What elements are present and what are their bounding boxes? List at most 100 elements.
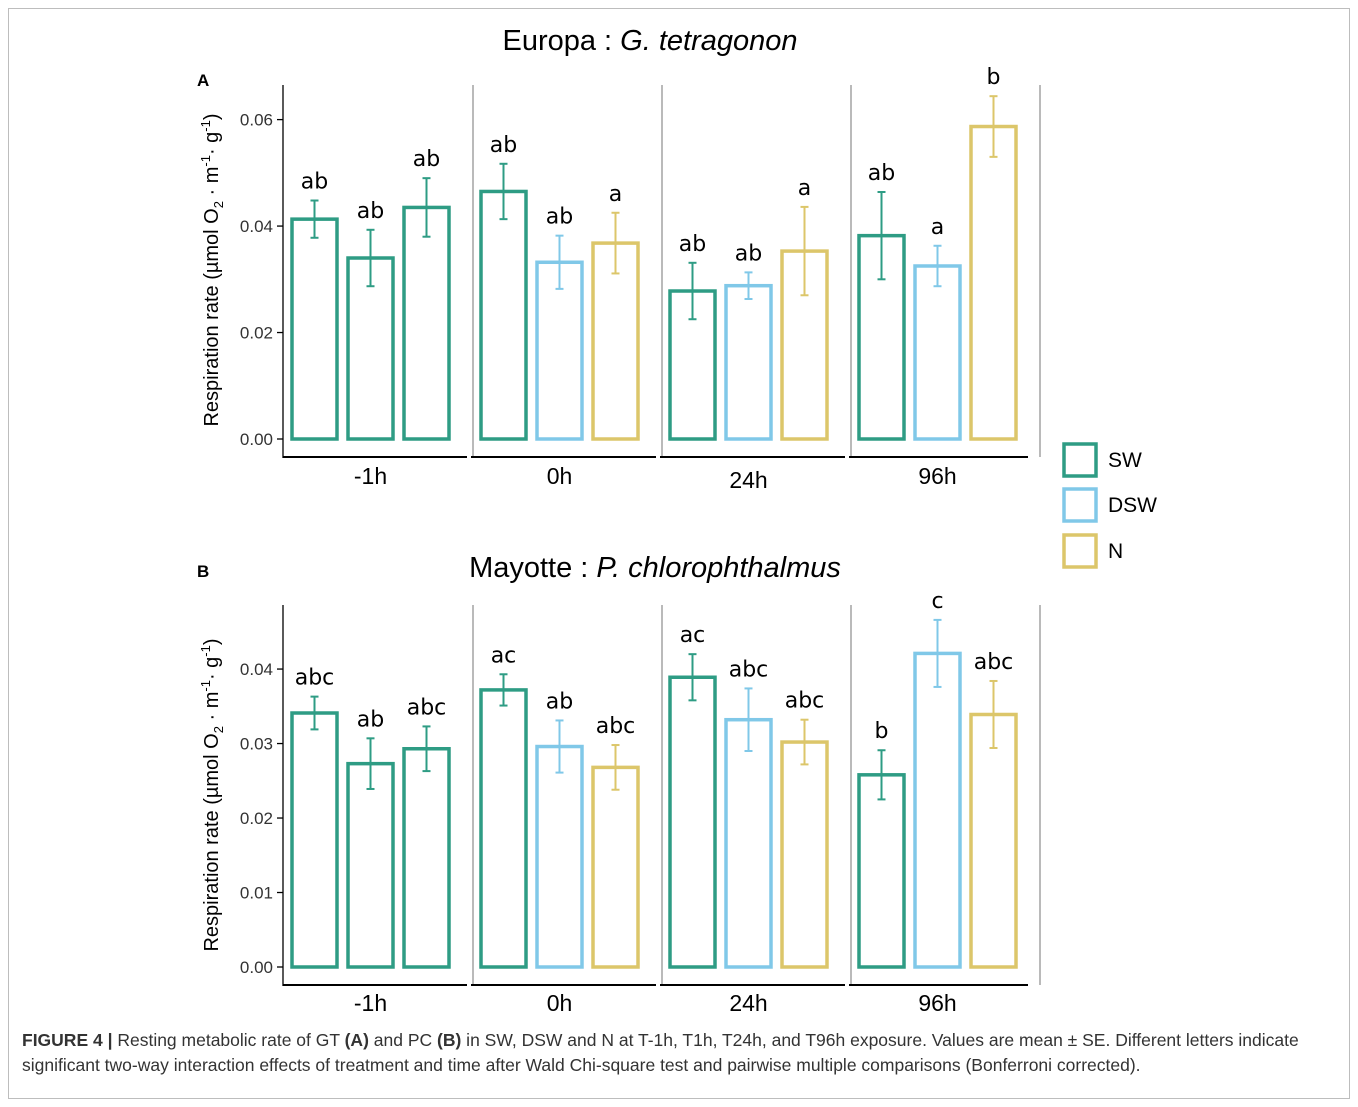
panel-a-significance-letter: ab	[413, 147, 440, 172]
panel-a-significance-letter: b	[987, 65, 1001, 90]
panel-a-ytick-label: 0.04	[240, 217, 273, 236]
panel-b-title: Mayotte : P. chlorophthalmus	[469, 552, 841, 584]
panel-a-bar	[290, 217, 339, 441]
panel-a-significance-letter: a	[931, 215, 944, 240]
panel-b-significance-letter: c	[931, 589, 943, 614]
panel-a-significance-letter: ab	[735, 241, 762, 266]
legend-swatch-dsw	[1062, 487, 1098, 523]
panel-a-significance-letter: ab	[868, 161, 895, 186]
panel-a-bar	[346, 256, 395, 441]
panel-a-significance-letter: ab	[357, 199, 384, 224]
panel-label-a: A	[197, 71, 209, 90]
panel-b-bar	[535, 744, 584, 969]
panel-a-title-species: G. tetragonon	[620, 25, 797, 57]
panel-a-significance-letter: a	[798, 176, 811, 201]
caption-tag-a: (A)	[344, 1030, 369, 1050]
figure-caption: FIGURE 4 | Resting metabolic rate of GT …	[22, 1028, 1340, 1078]
caption-text-1: Resting metabolic rate of GT	[112, 1030, 345, 1050]
panel-a-significance-letter: ab	[546, 205, 573, 230]
panel-b-bar	[290, 711, 339, 969]
panel-b-significance-letter: abc	[295, 666, 335, 691]
figure-frame	[8, 8, 1350, 1099]
panel-b-category-label: -1h	[354, 990, 387, 1016]
panel-a-ylabel-rest: · m	[201, 167, 223, 201]
panel-b-ytick-label: 0.03	[240, 735, 273, 754]
panel-b-significance-letter: ac	[491, 643, 517, 668]
panel-b-bar	[780, 740, 829, 969]
panel-b-ytick-label: 0.00	[240, 958, 273, 977]
panel-b-ytick-label: 0.01	[240, 884, 273, 903]
caption-text-3: in SW, DSW and N at T-1h, T1h, T24h, and…	[22, 1030, 1299, 1075]
panel-a-ylabel-main: Respiration rate (µmol O	[201, 208, 223, 426]
panel-b-bar	[668, 675, 717, 969]
panel-a-title-prefix: Europa :	[502, 25, 620, 57]
panel-b-category-label: 0h	[547, 990, 573, 1016]
panel-b-bar	[402, 747, 451, 969]
legend: SW DSW N	[1062, 442, 1157, 569]
panel-b-category-label: 96h	[918, 990, 956, 1016]
panel-a-ylabel-sup1: -1	[198, 155, 213, 167]
panel-b-bar	[969, 712, 1018, 969]
panel-a-category-label: 96h	[918, 463, 956, 489]
panel-b-ylabel: Respiration rate (µmol O2 · m-1· g-1)	[198, 638, 226, 951]
panel-a-significance-letter: a	[609, 182, 622, 207]
panel-b-title-prefix: Mayotte :	[469, 552, 596, 584]
panel-b-ylabel-end: )	[201, 638, 223, 645]
panel-b-significance-letter: abc	[407, 695, 447, 720]
panel-b-significance-letter: abc	[729, 657, 769, 682]
panel-b-ytick-label: 0.02	[240, 809, 273, 828]
panel-a-ylabel-rest2: · g	[201, 132, 223, 155]
panel-b-bar	[857, 773, 906, 969]
panel-b-ylabel-main: Respiration rate (µmol O	[201, 733, 223, 951]
panel-a-category-label: -1h	[354, 463, 387, 489]
panel-a-ytick-label: 0.02	[240, 324, 273, 343]
panel-b-ylabel-sup1: -1	[198, 680, 213, 692]
panel-b-significance-letter: abc	[785, 689, 825, 714]
panel-a-significance-letter: ab	[679, 232, 706, 257]
panel-b-significance-letter: ab	[546, 689, 573, 714]
panel-a-ytick-label: 0.06	[240, 111, 273, 130]
panel-b-category-label: 24h	[729, 990, 767, 1016]
panel-a-bar	[402, 205, 451, 441]
panel-b-significance-letter: abc	[596, 714, 636, 739]
panel-a-category-label: 0h	[547, 463, 573, 489]
panel-a-ylabel-sup2: -1	[198, 120, 213, 132]
caption-label: FIGURE 4 |	[22, 1030, 113, 1050]
panel-a-ylabel-end: )	[201, 113, 223, 120]
panel-b-title-species: P. chlorophthalmus	[596, 552, 841, 584]
panel-b-significance-letter: b	[875, 719, 889, 744]
legend-label-sw: SW	[1108, 449, 1142, 472]
panel-a-bar	[969, 124, 1018, 441]
panel-b-significance-letter: abc	[974, 650, 1014, 675]
panel-b-significance-letter: ac	[680, 623, 706, 648]
panel-a-significance-letter: ab	[490, 133, 517, 158]
panel-b-ytick-label: 0.04	[240, 660, 273, 679]
panel-b-bar	[591, 765, 640, 969]
panel-label-b: B	[197, 562, 209, 581]
panel-b-ylabel-sup2: -1	[198, 645, 213, 657]
legend-label-dsw: DSW	[1108, 494, 1157, 517]
panel-a-category-label: 24h	[729, 467, 767, 493]
panel-b-bar	[479, 688, 528, 969]
panel-a-ylabel: Respiration rate (µmol O2 · m-1· g-1)	[198, 113, 226, 426]
panel-a-bar	[913, 264, 962, 441]
panel-b-bar	[913, 651, 962, 969]
panel-b-significance-letter: ab	[357, 707, 384, 732]
caption-text-2: and PC	[368, 1030, 438, 1050]
panel-b-bar	[346, 761, 395, 969]
figure-canvas: A Europa : G. tetragonon Respiration rat…	[197, 25, 1157, 1016]
panel-b-bar	[724, 717, 773, 969]
panel-a-title: Europa : G. tetragonon	[502, 25, 797, 57]
panel-a-ylabel-sub: 2	[211, 201, 226, 208]
panel-b-ylabel-sub: 2	[211, 726, 226, 733]
panel-a-bar	[479, 189, 528, 441]
legend-swatch-n	[1062, 533, 1098, 569]
panel-a-ytick-label: 0.00	[240, 430, 273, 449]
panel-a-significance-letter: ab	[301, 170, 328, 195]
panel-a-bar	[724, 283, 773, 441]
panel-b-ylabel-rest: · m	[201, 692, 223, 726]
legend-swatch-sw	[1062, 442, 1098, 478]
caption-tag-b: (B)	[437, 1030, 462, 1050]
